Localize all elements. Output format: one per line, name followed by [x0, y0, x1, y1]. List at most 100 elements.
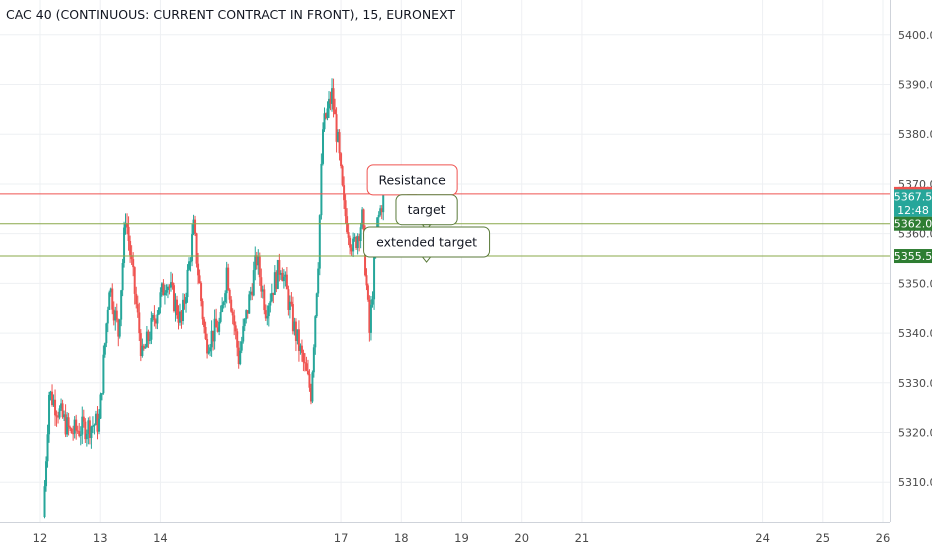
- candle-body: [323, 113, 326, 130]
- candle-body: [118, 319, 121, 337]
- candle-body: [338, 132, 341, 154]
- candle-body: [178, 311, 181, 323]
- candle-body: [112, 309, 115, 321]
- candle-body: [154, 320, 157, 324]
- candle-body: [227, 267, 230, 290]
- candle-body: [380, 208, 383, 213]
- candle-body: [123, 227, 126, 263]
- candle-body: [236, 331, 239, 348]
- candle-body: [379, 208, 382, 215]
- candle-body: [287, 289, 290, 310]
- candle-body: [328, 98, 331, 109]
- y-tick-label: 5340.0: [898, 327, 932, 340]
- candle-body: [308, 373, 311, 388]
- candle-body: [61, 403, 64, 418]
- x-tick-label: 20: [514, 531, 529, 545]
- candle-body: [272, 292, 275, 295]
- y-tick-label: 5380.0: [898, 128, 932, 141]
- candle-body: [141, 345, 144, 356]
- candle-body: [138, 312, 141, 334]
- candle-body: [126, 223, 129, 227]
- candle-body: [46, 434, 49, 462]
- candle-body: [299, 345, 302, 351]
- y-tick-label: 5400.0: [898, 29, 932, 42]
- candle-body: [224, 293, 227, 303]
- candle-body: [132, 259, 135, 268]
- candle-body: [55, 415, 58, 417]
- candle-body: [285, 274, 288, 290]
- candle-body: [270, 292, 273, 302]
- candle-body: [82, 416, 85, 422]
- candle-body: [305, 363, 308, 371]
- candle-body: [91, 425, 94, 427]
- candle-body: [180, 311, 183, 322]
- candle-body: [133, 267, 136, 294]
- x-tick-label: 12: [33, 531, 48, 545]
- candle-body: [162, 283, 165, 296]
- candle-body: [264, 310, 267, 319]
- annotation-pointer: [421, 256, 432, 263]
- candle-body: [312, 347, 315, 373]
- candle-body: [273, 272, 276, 295]
- y-tick-label: 5350.0: [898, 277, 932, 290]
- candle-body: [340, 153, 343, 167]
- candle-body: [234, 325, 237, 332]
- candle-body: [281, 272, 284, 282]
- candle-body: [334, 109, 337, 115]
- candle-body: [79, 434, 82, 436]
- candle-body: [382, 191, 385, 213]
- candle-body: [136, 304, 139, 313]
- candle-body: [130, 255, 133, 260]
- candle-body: [159, 292, 162, 308]
- candle-body: [322, 129, 325, 164]
- time-axis: 12 13 14 17 18 19 20 21 24 25 26: [0, 522, 890, 545]
- candle-body: [94, 413, 97, 425]
- candle-body: [52, 399, 55, 406]
- candle-body: [373, 256, 376, 300]
- candle-body: [337, 132, 340, 142]
- candle-body: [206, 339, 209, 354]
- candle-body: [43, 486, 46, 518]
- candle-body: [197, 263, 200, 276]
- candle-body: [188, 261, 191, 270]
- x-tick-label: 18: [394, 531, 409, 545]
- candle-body: [297, 329, 300, 351]
- candle-body: [237, 347, 240, 365]
- candle-body: [54, 399, 57, 416]
- candle-body: [231, 311, 234, 316]
- candle-body: [76, 430, 79, 432]
- y-tick-label: 5320.0: [898, 427, 932, 440]
- candle-body: [93, 424, 96, 426]
- candle-body: [203, 319, 206, 328]
- candle-body: [254, 255, 257, 271]
- candle-body: [230, 299, 233, 312]
- candle-body: [57, 416, 60, 418]
- candle-body: [326, 108, 329, 119]
- candle-body: [139, 333, 142, 356]
- candle-body: [263, 289, 266, 311]
- candle-body: [88, 420, 91, 438]
- candle-body: [221, 304, 224, 312]
- candle-body: [175, 299, 178, 316]
- price-tag-label: 12:48: [897, 204, 929, 217]
- candle-body: [212, 330, 215, 342]
- candle-body: [84, 421, 87, 440]
- candle-body: [189, 261, 192, 263]
- candle-body: [213, 318, 216, 342]
- candle-body: [129, 241, 132, 256]
- candle-body: [365, 275, 368, 286]
- candle-body: [349, 237, 352, 248]
- y-tick-label: 5310.0: [898, 476, 932, 489]
- candle-body: [245, 310, 248, 320]
- candle-body: [63, 414, 66, 418]
- candle-body: [174, 299, 177, 312]
- candle-body: [147, 331, 150, 341]
- candle-body: [255, 255, 258, 266]
- candle-body: [219, 311, 222, 322]
- candle-body: [282, 276, 285, 282]
- candle-body: [49, 391, 52, 395]
- candle-body: [186, 269, 189, 298]
- candle-body: [60, 403, 63, 409]
- candle-body: [269, 301, 272, 306]
